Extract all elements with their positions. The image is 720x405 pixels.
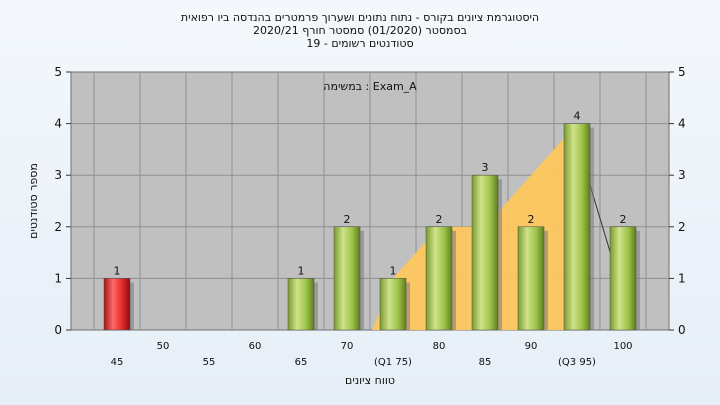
- y-tick-label-left: 3: [54, 168, 62, 182]
- bar: [425, 226, 453, 331]
- chart-subtitle-registered: סטודנטים רשומים - 19: [306, 37, 414, 50]
- y-tick-label-left: 1: [54, 271, 62, 285]
- y-tick-label-right: 0: [678, 323, 686, 337]
- x-tick-label: 45: [111, 357, 124, 368]
- x-tick-label: 65: [295, 357, 308, 368]
- data-label: 1: [114, 264, 121, 277]
- bar: [471, 174, 499, 331]
- bar: [287, 278, 315, 331]
- y-tick-label-left: 2: [54, 220, 62, 234]
- bar: [609, 226, 637, 331]
- bar: [517, 226, 545, 331]
- x-tick-label: 55: [203, 357, 216, 368]
- chart-subtitle-semester: בסמסטר (01/2020) סמסטר חורף 2020/21: [253, 24, 467, 37]
- x-tick-label: 85: [479, 357, 492, 368]
- y-tick-label-left: 0: [54, 323, 62, 337]
- data-label: 4: [574, 110, 581, 123]
- data-label: 2: [436, 213, 443, 226]
- x-axis-label: טווח ציונים: [345, 374, 395, 387]
- y-tick-label-right: 1: [678, 271, 686, 285]
- data-label: 3: [482, 161, 489, 174]
- data-label: 2: [344, 213, 351, 226]
- x-tick-label: 50: [157, 341, 170, 352]
- x-tick-label: 90: [525, 341, 538, 352]
- bar: [103, 278, 131, 331]
- x-tick-label: 100: [613, 341, 632, 352]
- x-tick-label: (Q3 95): [558, 357, 596, 368]
- x-tick-label: 70: [341, 341, 354, 352]
- data-label: 2: [528, 213, 535, 226]
- chart-title: היסטוגרמת ציונים בקורס - נתוח נתונים ושע…: [180, 11, 540, 24]
- y-tick-label-right: 5: [678, 65, 686, 79]
- chart-title-block: היסטוגרמת ציונים בקורס - נתוח נתונים ושע…: [0, 11, 720, 50]
- bar: [379, 278, 407, 331]
- data-label: 2: [620, 213, 627, 226]
- data-label: 1: [390, 264, 397, 277]
- y-axis-label: מספר סטודנטים: [27, 163, 40, 239]
- x-tick-label: 60: [249, 341, 262, 352]
- bar: [563, 123, 591, 331]
- y-tick-label-right: 4: [678, 117, 686, 131]
- data-label: 1: [298, 264, 305, 277]
- y-tick-label-left: 4: [54, 117, 62, 131]
- chart-annotation: במשימה : Exam_A: [323, 80, 417, 93]
- y-tick-label-left: 5: [54, 65, 62, 79]
- x-tick-label: 80: [433, 341, 446, 352]
- y-tick-label-right: 2: [678, 220, 686, 234]
- bar: [333, 226, 361, 331]
- y-tick-label-right: 3: [678, 168, 686, 182]
- x-tick-label: (Q1 75): [374, 357, 412, 368]
